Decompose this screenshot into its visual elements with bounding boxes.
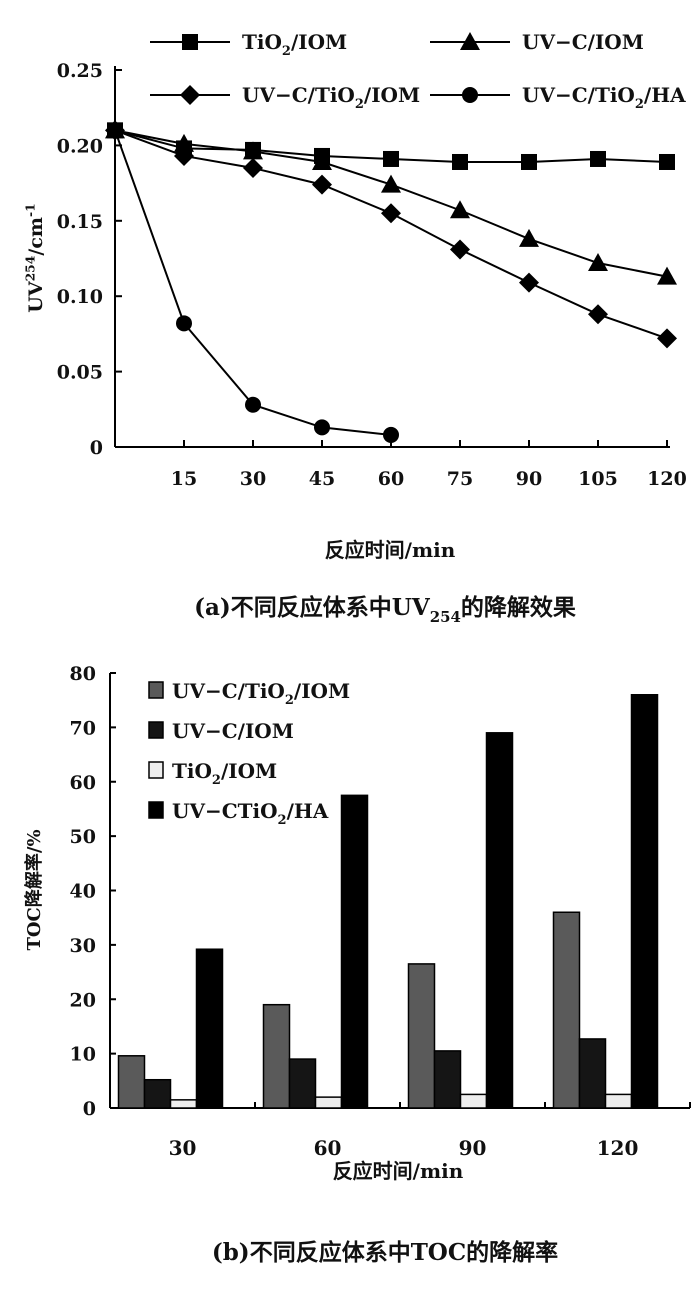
- y-tick-label-b: 70: [70, 717, 96, 739]
- caption-b: (b)不同反应体系中TOC的降解率: [212, 1239, 558, 1266]
- data-point-UV-C/IOM: [657, 266, 677, 285]
- y-tick-label-b: 30: [70, 935, 96, 957]
- legend-marker-a: [182, 34, 198, 50]
- bar-TiO2/IOM-60: [314, 1096, 343, 1109]
- x-tick-label-b: 60: [314, 1136, 342, 1160]
- data-point-UV-C/TiO2/IOM: [174, 145, 194, 166]
- data-point-UV-C/IOM: [450, 200, 470, 219]
- data-point-TiO2/IOM: [590, 150, 606, 167]
- bar-UV-CTiO2/HA-60: [340, 794, 369, 1109]
- x-tick-label-a: 120: [647, 468, 687, 490]
- legend-label-b: UV−C/IOM: [172, 719, 294, 743]
- y-tick-label-b: 80: [70, 663, 96, 685]
- legend-label-b: TiO2/IOM: [172, 759, 277, 788]
- data-point-UV-C/TiO2/IOM: [657, 328, 677, 349]
- y-tick-label-a: 0: [90, 437, 103, 459]
- data-point-UV-C/IOM: [519, 228, 539, 247]
- bar-UV-C/TiO2/IOM-60: [262, 1003, 291, 1109]
- bar-UV-CTiO2/HA-120: [630, 694, 659, 1109]
- data-point-UV-C/TiO2/HA: [383, 426, 399, 443]
- x-tick-label-a: 60: [378, 468, 404, 490]
- data-point-UV-C/IOM: [174, 133, 194, 152]
- data-point-TiO2/IOM: [521, 153, 537, 170]
- legend-swatch-b: [148, 681, 164, 699]
- data-point-UV-C/TiO2/IOM: [588, 304, 608, 325]
- data-point-UV-C/TiO2/IOM: [312, 174, 332, 195]
- y-tick-label-b: 20: [70, 989, 96, 1011]
- y-tick-label-a: 0.05: [57, 362, 103, 384]
- data-point-UV-C/TiO2/IOM: [450, 239, 470, 260]
- legend-label-a: UV−C/IOM: [522, 30, 644, 54]
- legend-marker-a: [462, 87, 478, 103]
- x-tick-label-b: 90: [459, 1136, 487, 1160]
- y-tick-label-a: 0.10: [57, 286, 103, 308]
- bar-UV-C/IOM-90: [433, 1050, 462, 1109]
- x-axis-label-a: 反应时间/min: [325, 538, 456, 562]
- data-point-UV-C/TiO2/HA: [245, 396, 261, 413]
- y-tick-label-a: 0.20: [57, 135, 103, 157]
- y-tick-label-a: 0.25: [57, 60, 103, 82]
- data-point-UV-C/IOM: [588, 253, 608, 272]
- x-tick-label-a: 15: [171, 468, 197, 490]
- y-tick-label-b: 40: [70, 881, 96, 903]
- legend-label-a: UV−C/TiO2/HA: [522, 83, 686, 112]
- bar-UV-C/IOM-60: [288, 1058, 317, 1109]
- bar-UV-CTiO2/HA-30: [195, 948, 224, 1109]
- bar-TiO2/IOM-30: [169, 1099, 198, 1109]
- x-tick-label-a: 90: [516, 468, 542, 490]
- bar-TiO2/IOM-90: [459, 1093, 488, 1109]
- x-tick-label-a: 105: [578, 468, 618, 490]
- legend-label-b: UV−C/TiO2/IOM: [172, 679, 350, 708]
- legend-label-a: UV−C/TiO2/IOM: [242, 83, 420, 112]
- y-tick-label-b: 60: [70, 772, 96, 794]
- legend-label-b: UV−CTiO2/HA: [172, 799, 329, 828]
- data-point-UV-C/TiO2/IOM: [381, 203, 401, 224]
- x-axis-label-b: 反应时间/min: [333, 1159, 464, 1183]
- x-tick-label-b: 30: [169, 1136, 197, 1160]
- x-tick-label-a: 75: [447, 468, 473, 490]
- bar-UV-C/IOM-120: [578, 1038, 607, 1109]
- y-tick-label-b: 50: [70, 826, 96, 848]
- data-point-UV-C/TiO2/HA: [314, 419, 330, 436]
- x-tick-label-b: 120: [597, 1136, 639, 1160]
- legend-swatch-b: [148, 801, 164, 819]
- y-axis-label-a: UV254/cm-1: [22, 203, 47, 312]
- legend-label-a: TiO2/IOM: [242, 30, 347, 59]
- x-tick-label-a: 45: [309, 468, 335, 490]
- data-point-TiO2/IOM: [452, 153, 468, 170]
- data-point-UV-C/TiO2/IOM: [519, 272, 539, 293]
- bar-UV-C/TiO2/IOM-90: [407, 963, 436, 1109]
- caption-a: (a)不同反应体系中UV254的降解效果: [194, 594, 576, 626]
- bar-TiO2/IOM-120: [604, 1093, 633, 1109]
- y-tick-label-b: 0: [83, 1098, 96, 1120]
- data-point-TiO2/IOM: [659, 153, 675, 170]
- data-point-UV-C/TiO2/HA: [107, 122, 123, 139]
- bar-UV-C/TiO2/IOM-30: [117, 1055, 146, 1109]
- bar-UV-C/TiO2/IOM-120: [552, 911, 581, 1109]
- legend-swatch-b: [148, 761, 164, 779]
- y-tick-label-b: 10: [70, 1044, 96, 1066]
- data-point-UV-C/IOM: [243, 141, 263, 160]
- data-point-UV-C/TiO2/IOM: [243, 158, 263, 179]
- y-axis-label-b: TOC降解率/%: [23, 829, 45, 950]
- legend-swatch-b: [148, 721, 164, 739]
- data-point-UV-C/IOM: [312, 151, 332, 170]
- x-tick-label-a: 30: [240, 468, 266, 490]
- legend-marker-a: [180, 85, 200, 105]
- data-point-TiO2/IOM: [383, 150, 399, 167]
- y-tick-label-a: 0.15: [57, 211, 103, 233]
- bar-UV-C/IOM-30: [143, 1078, 172, 1109]
- bar-UV-CTiO2/HA-90: [485, 732, 514, 1109]
- data-point-UV-C/IOM: [381, 174, 401, 193]
- data-point-UV-C/TiO2/HA: [176, 315, 192, 332]
- legend-marker-a: [460, 32, 480, 50]
